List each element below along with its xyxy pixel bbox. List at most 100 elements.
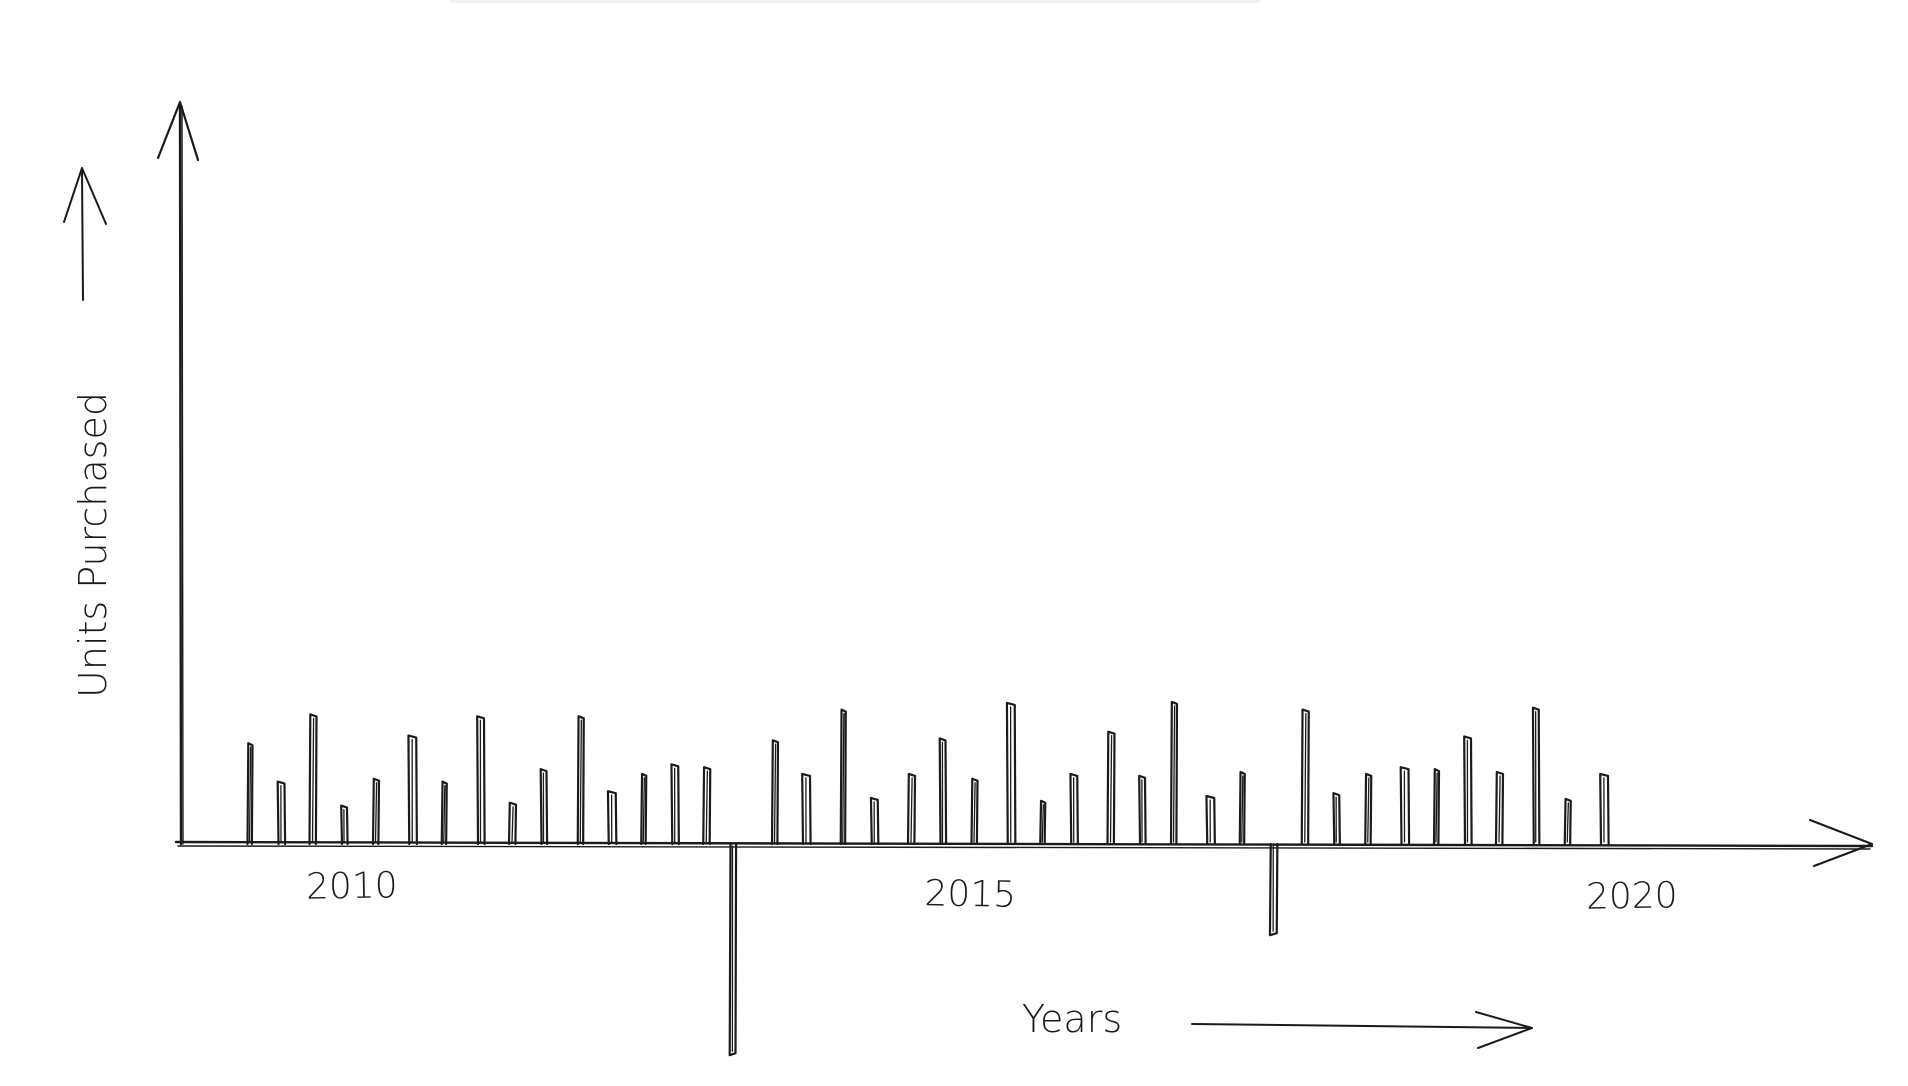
y-axis-arrowhead [156,100,200,162]
bar [246,742,254,846]
bar [869,796,880,846]
bar [507,801,518,846]
bar-stroke [1109,735,1113,843]
bar [276,780,287,846]
bar-outline [576,715,585,846]
bar-outline [702,766,712,846]
bar-outline [1364,772,1373,846]
bar [1005,701,1017,846]
bar-outline [606,790,618,846]
bar-stroke [910,777,913,843]
bar [770,739,780,846]
y-axis-line-double [181,105,184,845]
bar-outline [906,772,917,846]
bar-stroke [1241,775,1244,843]
bar-stroke [1367,777,1370,843]
axes [156,100,1874,868]
bar [970,777,979,846]
bar-outline [1205,794,1216,846]
y-label-arrow-line [81,169,84,301]
bar-outline [1069,772,1079,846]
bar [728,842,738,1057]
bar-outline [507,801,518,846]
bar [1563,797,1572,846]
bar-stroke [1566,802,1569,843]
bar [1205,794,1216,846]
bar [1039,799,1047,846]
bar [1169,700,1179,846]
bar-outline [1399,766,1411,846]
bar-stroke [579,719,582,843]
bar-stroke [842,712,845,843]
bar-outline [801,772,812,846]
bar-outline [276,780,287,846]
bar [906,772,917,846]
bar-outline [1300,708,1310,846]
bar-outline [1106,730,1116,846]
y-axis-label: Units Purchased [71,392,115,698]
bar [702,766,712,846]
bar-stroke [311,717,315,843]
bar [476,715,486,846]
x-axis-line [174,840,1874,848]
x-tick-label: 2015 [924,873,1016,916]
bar [1238,770,1246,846]
x-axis-line-double [177,845,1871,850]
bar-outline [371,777,381,846]
bar [1364,772,1373,846]
bar-outline [869,796,880,846]
bar-outline [670,763,680,846]
bar-stroke [1172,705,1176,843]
bar-outline [340,804,349,846]
bar [938,737,948,846]
top-edge-strip [450,0,1260,3]
bar-outline [1332,792,1341,846]
bar-outline [539,768,549,846]
bar [1300,708,1310,846]
bar [576,715,585,846]
bar [670,763,680,846]
bar [1332,792,1341,846]
bar-outline [476,715,486,846]
bar-stroke [374,782,378,843]
x-label-arrowhead [1475,1011,1533,1049]
bar-outline [1432,768,1441,846]
bar-stroke [642,777,645,843]
x-tick-label: 2010 [306,865,398,908]
bar-outline [1039,799,1047,846]
bar [1268,842,1279,937]
x-tick-label: 2020 [1586,875,1678,918]
bar-stroke [248,746,252,843]
bar-outline [246,742,254,846]
bar-outline [407,734,418,846]
bar [1599,772,1610,846]
bar-outline [1599,772,1610,846]
bar-stroke [705,770,708,843]
bar-outline [1005,701,1017,846]
bar [1531,706,1541,846]
bar-outline [1463,735,1473,846]
bar [407,734,418,846]
bar [1432,768,1441,846]
bar-outline [1238,770,1246,846]
bar [606,790,618,846]
bar-stroke [973,782,976,843]
bar [1399,766,1411,846]
bar [1069,772,1079,846]
x-axis-label: Years [1022,997,1122,1041]
x-axis-arrowhead [1808,818,1874,868]
x-axis-label-group: Years [1022,997,1533,1049]
bar [440,780,448,846]
bar [539,768,549,846]
bar-outline [1138,774,1147,846]
y-label-arrowhead [63,167,107,225]
bar-outline [1494,770,1505,846]
bar [1463,735,1473,846]
bar [371,777,381,846]
bar [1138,774,1147,846]
bar-outline [440,780,448,846]
bar-outline [1169,700,1179,846]
bar [308,713,318,846]
bar-stroke [511,806,514,843]
